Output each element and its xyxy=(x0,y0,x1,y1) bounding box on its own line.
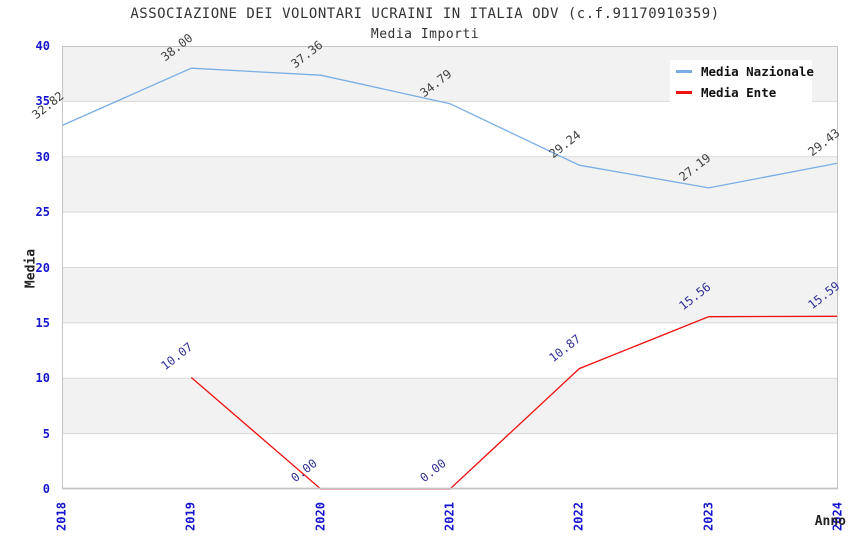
x-tick-label: 2022 xyxy=(571,502,586,531)
x-tick-label: 2019 xyxy=(183,502,198,531)
plot-band xyxy=(62,378,838,434)
y-tick-label: 25 xyxy=(35,205,50,220)
x-axis-title: Anno xyxy=(814,514,846,529)
legend-swatch-ente-icon xyxy=(676,90,692,94)
y-tick-label: 15 xyxy=(35,315,50,330)
x-tick-label: 2023 xyxy=(701,502,716,531)
legend-label-nazionale: Media Nazionale xyxy=(701,63,814,79)
plot-band xyxy=(62,322,838,379)
plot-band xyxy=(62,267,838,323)
legend-swatch-nazionale-icon xyxy=(676,69,692,73)
y-tick-label: 10 xyxy=(35,371,50,386)
series-line-1 xyxy=(190,315,839,490)
y-tick-label: 30 xyxy=(35,149,50,164)
series-line-0 xyxy=(61,67,839,189)
y-tick-label: 35 xyxy=(35,94,50,109)
plot-band xyxy=(62,101,838,157)
y-tick-label: 20 xyxy=(35,260,50,275)
legend-item-media-nazionale: Media Nazionale xyxy=(670,61,814,81)
plot-band xyxy=(62,212,838,268)
y-tick-label: 40 xyxy=(35,39,50,53)
chart-title: ASSOCIAZIONE DEI VOLONTARI UCRAINI IN IT… xyxy=(130,6,720,22)
legend-item-media-ente: Media Ente xyxy=(670,82,812,102)
x-tick-label: 2020 xyxy=(313,502,328,531)
plot-svg xyxy=(61,46,839,490)
y-tick-label: 5 xyxy=(42,426,50,441)
x-tick-label: 2018 xyxy=(54,502,69,531)
chart-subtitle: Media Importi xyxy=(370,27,480,42)
x-tick-label: 2021 xyxy=(442,502,457,531)
plot-area xyxy=(61,46,839,490)
legend: Media Nazionale Media Ente xyxy=(670,60,814,104)
y-axis-title: Media xyxy=(23,248,39,289)
y-tick-label: 0 xyxy=(42,482,50,496)
legend-label-ente: Media Ente xyxy=(701,84,777,100)
plot-band xyxy=(62,156,838,213)
plot-band xyxy=(62,433,838,489)
